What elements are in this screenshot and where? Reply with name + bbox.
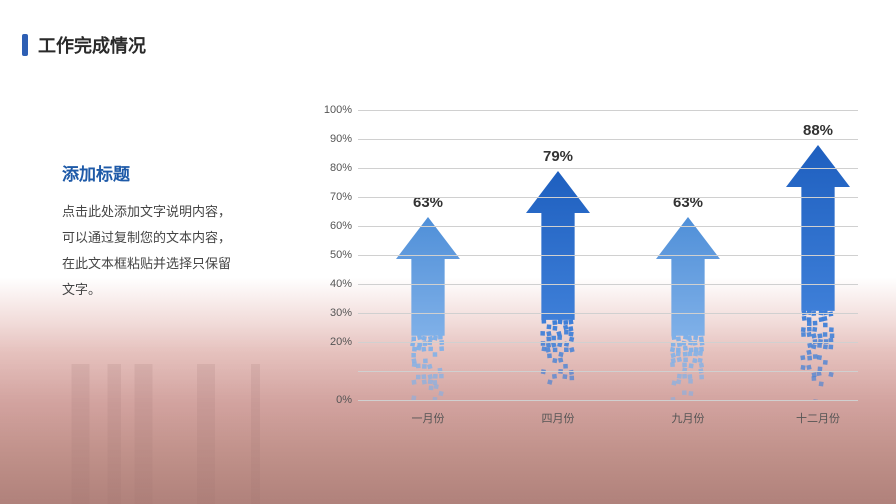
- y-tick: 50%: [310, 249, 352, 261]
- arrow-bar: [786, 145, 850, 400]
- y-tick: 80%: [310, 162, 352, 174]
- arrow-bar: [526, 171, 590, 400]
- gridline: [358, 197, 858, 198]
- value-label: 79%: [543, 148, 573, 165]
- arrow-bar: [656, 217, 720, 400]
- subtitle: 添加标题: [62, 160, 242, 185]
- y-tick: 40%: [310, 278, 352, 290]
- gridline: [358, 168, 858, 169]
- arrow-bar: [396, 217, 460, 400]
- gridline: [358, 284, 858, 285]
- page-title: 工作完成情况: [38, 32, 146, 58]
- value-label: 88%: [803, 122, 833, 139]
- y-tick: 70%: [310, 191, 352, 203]
- y-tick: 20%: [310, 336, 352, 348]
- y-tick: 60%: [310, 220, 352, 232]
- y-tick: 0%: [310, 394, 352, 406]
- gridline: [358, 313, 858, 314]
- gridline: [358, 110, 858, 111]
- gridline: [358, 342, 858, 343]
- body-text: 点击此处添加文字说明内容，可以通过复制您的文本内容，在此文本框粘贴并选择只保留文…: [62, 199, 242, 303]
- y-tick: 90%: [310, 133, 352, 145]
- arrow-bar-chart: 63%79%63%88% 0%20%30%40%50%60%70%80%90%1…: [310, 110, 865, 440]
- header: 工作完成情况: [22, 32, 146, 58]
- gridline: [358, 371, 858, 372]
- x-label: 一月份: [412, 410, 445, 426]
- x-label: 九月份: [672, 410, 705, 426]
- gridline: [358, 139, 858, 140]
- x-label: 十二月份: [796, 410, 840, 426]
- y-tick: 30%: [310, 307, 352, 319]
- y-tick: 100%: [310, 104, 352, 116]
- gridline: [358, 226, 858, 227]
- gridline: [358, 255, 858, 256]
- x-label: 四月份: [542, 410, 575, 426]
- header-bar: [22, 34, 28, 56]
- gridline: [358, 400, 858, 401]
- side-text-block: 添加标题 点击此处添加文字说明内容，可以通过复制您的文本内容，在此文本框粘贴并选…: [62, 160, 242, 303]
